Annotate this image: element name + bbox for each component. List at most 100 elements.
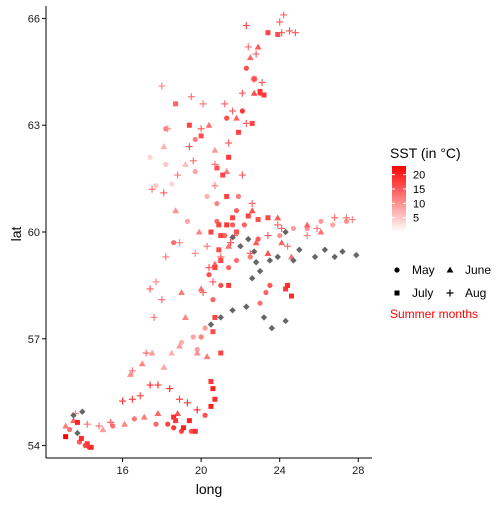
data-point-june (172, 207, 180, 214)
data-point-may (210, 297, 216, 303)
data-point-may (229, 222, 236, 228)
legend-label-june: June (465, 263, 491, 277)
data-point-missing (274, 253, 281, 261)
data-point-july (226, 154, 232, 160)
data-point-june (99, 426, 107, 433)
data-point-june (121, 420, 128, 427)
data-point-june (248, 207, 256, 214)
data-point-may (243, 65, 249, 71)
x-tick-label: 24 (274, 465, 286, 477)
legend-key-may (394, 267, 400, 273)
data-point-aug (199, 289, 207, 297)
data-point-may (202, 325, 208, 331)
legend: SST (in °C) 5 10 15 20 May June July Aug Summe… (390, 145, 491, 321)
data-point-may (171, 425, 177, 431)
data-point-may (235, 193, 242, 200)
data-point-missing (260, 314, 268, 321)
data-point-missing (321, 246, 329, 253)
colorbar-tick-label: 5 (413, 213, 419, 225)
data-point-may (263, 289, 269, 296)
data-point-may (330, 222, 336, 228)
data-point-june (178, 289, 185, 296)
data-point-aug (95, 422, 103, 430)
data-point-june (246, 54, 254, 61)
x-axis-ticks: 16 20 24 28 (116, 458, 364, 477)
data-point-may (190, 334, 196, 340)
data-point-july (283, 286, 289, 292)
data-point-july (210, 386, 216, 392)
data-point-aug (242, 119, 250, 127)
data-point-aug (158, 82, 166, 90)
data-point-aug (136, 392, 144, 400)
data-point-july (78, 435, 84, 441)
data-point-aug (227, 239, 235, 247)
data-point-may (198, 334, 204, 340)
data-point-june (154, 410, 162, 417)
data-point-aug (252, 50, 260, 58)
data-point-july (261, 92, 267, 98)
data-point-aug (258, 79, 266, 87)
data-point-aug (342, 214, 350, 222)
data-point-june (303, 221, 311, 228)
data-point-missing (266, 257, 274, 264)
data-point-may (163, 161, 169, 167)
data-point-may (267, 282, 273, 288)
data-point-aug (280, 11, 288, 19)
data-point-aug (229, 107, 237, 115)
data-point-july (198, 133, 204, 139)
y-tick-label: 57 (28, 334, 40, 346)
data-point-aug (264, 232, 272, 240)
data-point-missing (207, 321, 215, 328)
data-point-aug (225, 139, 233, 147)
data-point-july (74, 419, 80, 425)
data-point-may (192, 136, 198, 143)
data-point-may (343, 218, 350, 224)
data-point-missing (237, 243, 244, 250)
data-point-may (239, 108, 245, 114)
data-point-july (275, 31, 281, 37)
data-point-aug (203, 242, 211, 250)
data-point-aug (142, 349, 150, 357)
data-point-july (212, 396, 218, 402)
data-point-aug (205, 264, 213, 272)
data-point-missing (252, 259, 260, 266)
data-point-july (63, 434, 69, 440)
data-point-june (176, 342, 183, 349)
data-point-july (192, 428, 198, 434)
data-point-aug (278, 224, 286, 232)
data-point-july (224, 193, 230, 199)
legend-key-june (446, 266, 454, 273)
data-point-july (249, 120, 255, 126)
data-point-aug (185, 143, 193, 151)
data-point-may (188, 428, 194, 434)
data-point-july (186, 122, 192, 128)
y-axis-ticks: 54 57 60 63 66 (28, 13, 46, 453)
data-point-missing (70, 412, 77, 419)
data-point-july (88, 444, 94, 450)
data-point-missing (353, 251, 360, 259)
data-point-may (147, 154, 153, 160)
x-tick-label: 20 (195, 465, 207, 477)
data-point-aug (128, 367, 136, 375)
data-point-aug (187, 93, 195, 101)
data-point-may (224, 115, 230, 121)
data-point-aug (197, 125, 205, 133)
legend-key-aug (446, 289, 454, 297)
colorbar-tick-label: 10 (413, 198, 425, 210)
data-point-aug (193, 406, 201, 414)
data-point-aug (160, 189, 168, 197)
data-point-missing (296, 246, 303, 253)
data-point-may (257, 300, 263, 306)
data-point-july (230, 215, 236, 221)
x-tick-label: 16 (116, 465, 128, 477)
data-point-july (224, 222, 230, 228)
data-point-may (233, 257, 240, 264)
data-point-may (233, 208, 240, 214)
data-point-july (173, 418, 179, 424)
data-point-aug (166, 385, 174, 393)
y-tick-label: 60 (28, 227, 40, 239)
data-point-june (193, 349, 201, 356)
data-point-aug (278, 29, 286, 37)
data-point-aug (191, 249, 199, 257)
